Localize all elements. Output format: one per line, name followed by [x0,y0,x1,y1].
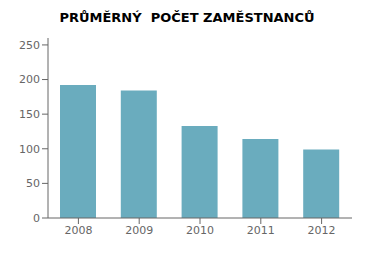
svg-text:100: 100 [19,143,40,156]
svg-text:2010: 2010 [186,224,214,237]
svg-text:50: 50 [26,177,40,190]
svg-text:150: 150 [19,108,40,121]
svg-text:2008: 2008 [64,224,92,237]
svg-text:0: 0 [33,212,40,225]
svg-text:2009: 2009 [125,224,153,237]
svg-text:2012: 2012 [308,224,336,237]
svg-text:2011: 2011 [247,224,275,237]
svg-text:200: 200 [19,73,40,86]
html-text:PRŮMĚRNÝ POČET ZAMĚSTNANCŮ: PRŮMĚRNÝ POČET ZAMĚSTNANCŮ [59,10,315,25]
svg-text:250: 250 [19,39,40,52]
